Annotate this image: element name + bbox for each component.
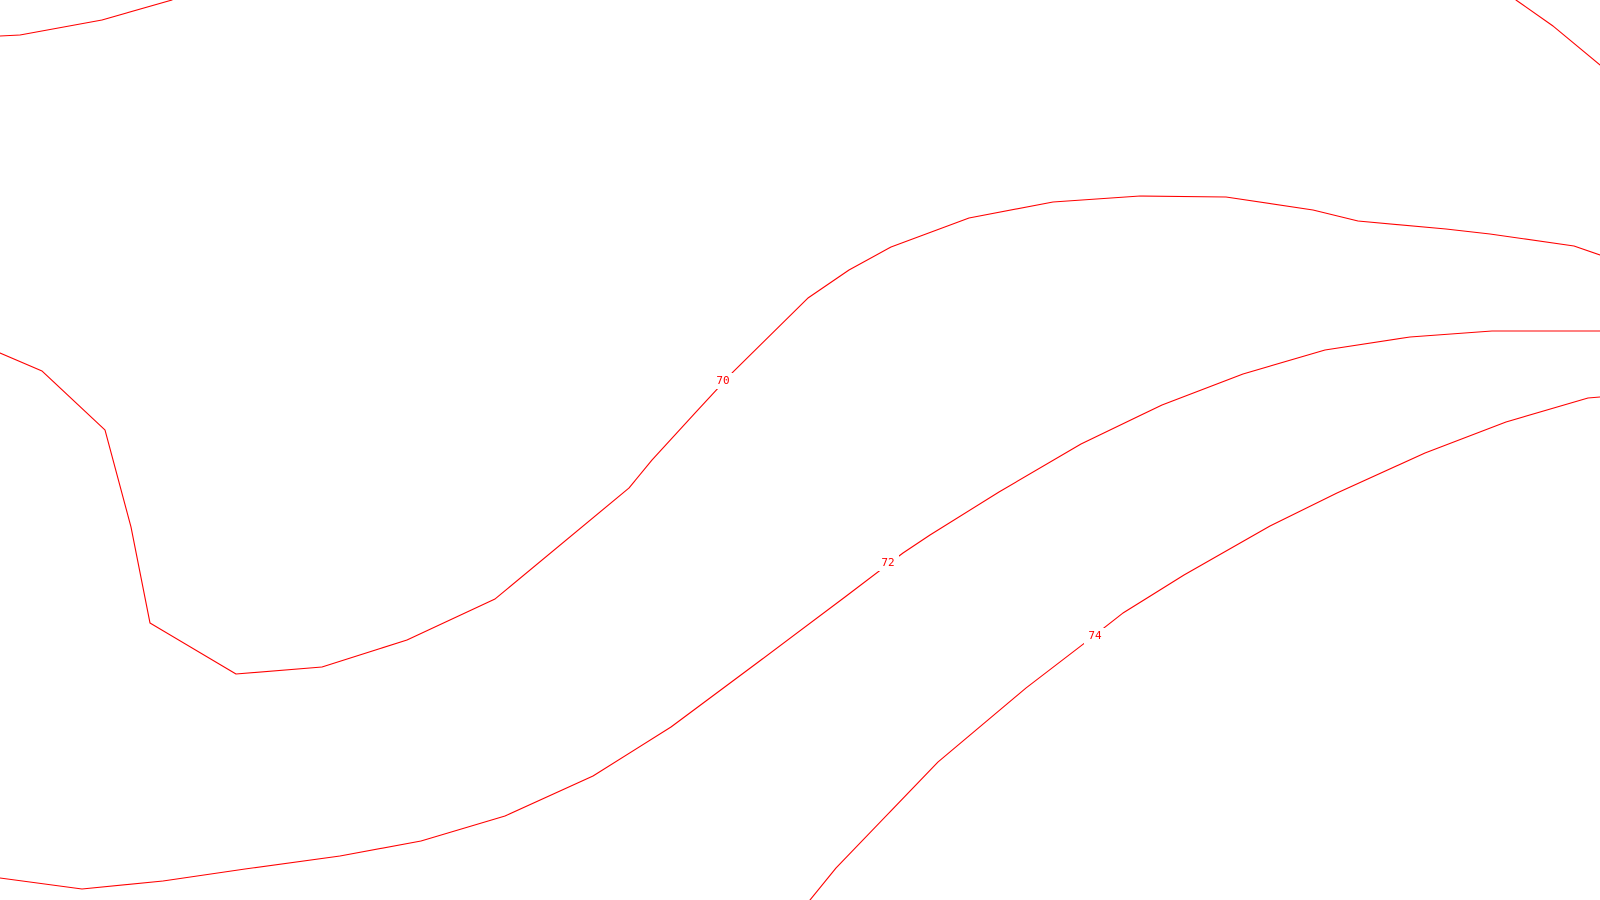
contour-line-72: [0, 330, 1600, 890]
contour-label-70: 70: [716, 374, 729, 387]
contour-label-72: 72: [881, 556, 894, 569]
contour-line-70: [0, 195, 1600, 675]
contour-label-72-gap: [877, 555, 899, 571]
contour-line-top-right: [1515, 0, 1600, 66]
contour-line-top-left: [0, 0, 173, 37]
contour-label-74-gap: [1084, 628, 1106, 644]
contour-label-74: 74: [1088, 629, 1102, 642]
contour-label-70-gap: [712, 373, 734, 389]
contour-line-74: [809, 396, 1600, 900]
